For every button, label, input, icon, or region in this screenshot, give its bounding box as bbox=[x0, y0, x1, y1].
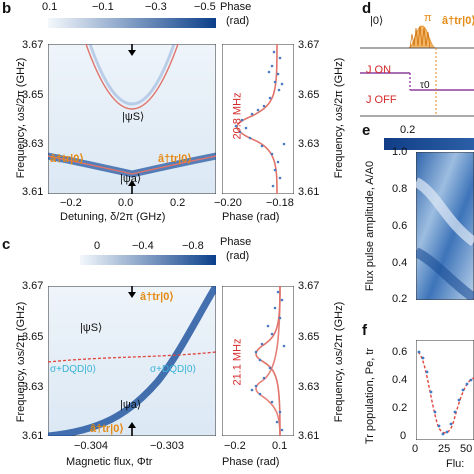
panel-d-atr: â†tr|0⟩ bbox=[442, 15, 474, 27]
panel-d-pi: π bbox=[424, 12, 432, 24]
panel-c-ylabel: Frequency, ωs/2π (GHz) bbox=[15, 301, 27, 423]
panel-c-splitting: 21.1 MHz bbox=[231, 338, 244, 386]
panel-c-ytick-1: 3.65 bbox=[22, 331, 44, 343]
panel-c-dqd-left: σ+DQD|0⟩ bbox=[50, 364, 97, 375]
panel-b-colormap bbox=[48, 44, 216, 194]
panel-c-right-ytick-0: 3.67 bbox=[298, 280, 320, 292]
panel-b-splitting: 20.8 MHz bbox=[231, 92, 244, 140]
panel-b-colorbar bbox=[48, 18, 216, 28]
panel-b-right-ytick-3: 3.61 bbox=[298, 186, 320, 198]
panel-e-colormap bbox=[416, 152, 474, 300]
panel-f-ytick-2: 0.2 bbox=[392, 402, 408, 414]
panel-c-xtick-0: −0.304 bbox=[74, 440, 108, 452]
panel-f-ytick-1: 0.4 bbox=[392, 374, 408, 386]
panel-c-side-xtick-0: −0.2 bbox=[224, 440, 246, 452]
panel-b-right-ylabel: Frequency, ωs/2π (GHz) bbox=[333, 57, 345, 179]
panel-b-side-xtick-0: −0.20 bbox=[214, 197, 242, 209]
panel-e-letter: e bbox=[362, 122, 371, 139]
panel-b-cbtick-3: −0.5 bbox=[194, 1, 216, 13]
panel-f-plot bbox=[416, 340, 474, 440]
panel-b-ytick-1: 3.65 bbox=[22, 89, 44, 101]
panel-d-tau: τ0 bbox=[420, 80, 430, 91]
panel-b-state-top: |ψS⟩ bbox=[122, 111, 145, 123]
panel-c-xlabel: Magnetic flux, Φtr bbox=[66, 456, 153, 468]
panel-b-xlabel: Detuning, δ/2π (GHz) bbox=[60, 211, 166, 223]
panel-c-cbtick-0: 0 bbox=[94, 240, 101, 252]
panel-e-ytick-3: 0.4 bbox=[392, 257, 408, 269]
panel-b-right-ytick-1: 3.65 bbox=[298, 89, 320, 101]
panel-c-cb-unit: (rad) bbox=[226, 250, 250, 262]
panel-f-ytick-0: 0.6 bbox=[392, 346, 408, 358]
panel-e-ytick-4: 0.2 bbox=[392, 293, 408, 305]
panel-c-side-xlabel: Phase (rad) bbox=[222, 456, 280, 468]
panel-c-colormap bbox=[48, 286, 216, 436]
panel-d-letter: d bbox=[362, 0, 372, 17]
panel-b-ytick-3: 3.61 bbox=[22, 186, 44, 198]
panel-c-cbtick-1: −0.4 bbox=[132, 240, 154, 252]
panel-e-ylabel: Flux pulse amplitude, A/A0 bbox=[364, 160, 376, 292]
panel-c-colorbar bbox=[80, 255, 216, 265]
panel-b-right-ytick-2: 3.63 bbox=[298, 138, 320, 150]
panel-c-right-ytick-3: 3.61 bbox=[298, 430, 320, 442]
panel-b-letter: b bbox=[2, 0, 12, 17]
panel-c-right-ytick-1: 3.65 bbox=[298, 331, 320, 343]
panel-b-xtick-0: −0.2 bbox=[60, 197, 82, 209]
panel-f-ytick-3: 0 bbox=[400, 430, 407, 442]
panel-b-cbtick-2: −0.3 bbox=[145, 1, 167, 13]
panel-c-right-ylabel: Frequency, ωs/2π (GHz) bbox=[333, 301, 345, 423]
panel-b-state-bottom: |ψa⟩ bbox=[120, 173, 142, 185]
panel-d-j-on: J ON bbox=[366, 64, 392, 76]
panel-b-cb-title: Phase bbox=[220, 1, 252, 13]
panel-c-ytick-0: 3.67 bbox=[22, 280, 44, 292]
panel-e-ytick-2: 0.6 bbox=[392, 220, 408, 232]
panel-c-state-bottom: |ψa⟩ bbox=[120, 399, 142, 411]
panel-b-side-plot bbox=[222, 44, 294, 194]
panel-e-colorbar bbox=[384, 138, 474, 150]
panel-c-xtick-1: −0.303 bbox=[150, 440, 184, 452]
panel-f-xtick-1: 25 bbox=[438, 443, 451, 455]
panel-c-side-xtick-1: 0.1 bbox=[272, 440, 288, 452]
panel-b-xtick-2: 0.2 bbox=[170, 197, 186, 209]
panel-b-cbtick-0: 0.1 bbox=[42, 1, 58, 13]
panel-b-ylabel: Frequency, ωs/2π (GHz) bbox=[15, 57, 27, 179]
panel-b-side-xlabel: Phase (rad) bbox=[222, 211, 280, 223]
panel-c-right-ytick-2: 3.63 bbox=[298, 381, 320, 393]
panel-c-cbtick-2: −0.8 bbox=[182, 240, 204, 252]
panel-c-side-plot bbox=[222, 286, 294, 436]
panel-b-side-xtick-1: −0.18 bbox=[266, 197, 294, 209]
panel-c-dqd-right: σ+DQD|0⟩ bbox=[150, 364, 197, 375]
panel-c-cb-title: Phase bbox=[220, 236, 252, 248]
panel-c-state-top: |ψS⟩ bbox=[80, 322, 103, 334]
panel-b-label-left: â†tr|0⟩ bbox=[50, 153, 84, 165]
panel-b-right-ytick-0: 3.67 bbox=[298, 39, 320, 51]
panel-d-j-off: J OFF bbox=[366, 94, 397, 106]
panel-b-label-right: â†tr|0⟩ bbox=[158, 153, 192, 165]
panel-b-cb-unit: (rad) bbox=[226, 15, 250, 27]
panel-c-ytick-3: 3.61 bbox=[22, 430, 44, 442]
panel-c-letter: c bbox=[2, 236, 11, 253]
panel-b-ytick-2: 3.63 bbox=[22, 138, 44, 150]
panel-b-xtick-1: 0.0 bbox=[118, 197, 134, 209]
panel-d-ket0: |0⟩ bbox=[370, 15, 384, 27]
panel-f-letter: f bbox=[362, 322, 367, 339]
panel-f-xtick-2: 50 bbox=[460, 443, 473, 455]
panel-c-label-top: â†tr|0⟩ bbox=[140, 291, 174, 303]
panel-f-xtick-0: 0 bbox=[412, 443, 419, 455]
panel-f-ylabel: Tr population, Pe, tr bbox=[364, 347, 376, 445]
panel-b-ytick-0: 3.67 bbox=[22, 39, 44, 51]
panel-e-cbtick: 0.2 bbox=[400, 124, 416, 136]
panel-d-pulse-sequence bbox=[360, 25, 474, 117]
panel-e-ytick-0: 1.0 bbox=[392, 146, 408, 158]
panel-f-xlabel: Flu: bbox=[446, 458, 465, 470]
panel-e-ytick-1: 0.8 bbox=[392, 183, 408, 195]
panel-b-cbtick-1: −0.1 bbox=[92, 1, 114, 13]
panel-c-ytick-2: 3.63 bbox=[22, 381, 44, 393]
panel-c-label-bottom: â†tr|0⟩ bbox=[90, 423, 124, 435]
